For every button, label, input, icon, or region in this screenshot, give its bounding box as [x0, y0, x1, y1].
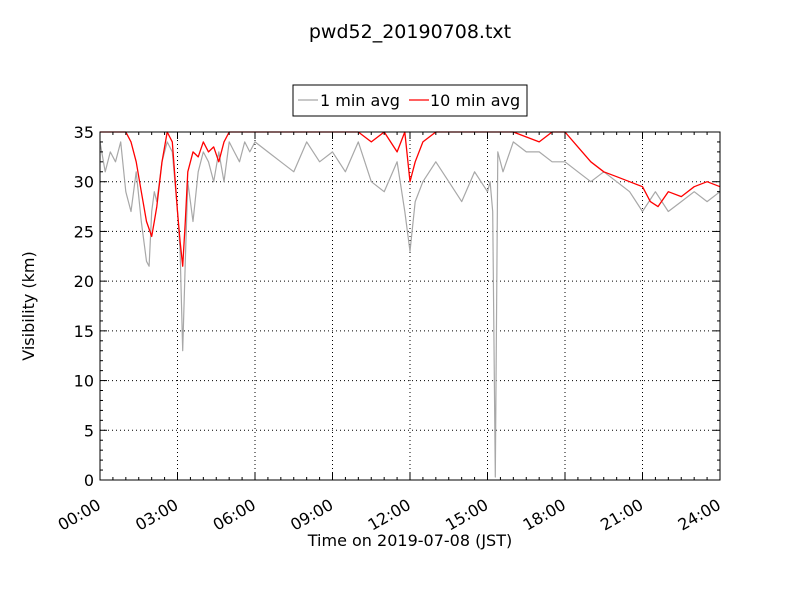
chart-title: pwd52_20190708.txt — [309, 21, 511, 43]
x-axis-label: Time on 2019-07-08 (JST) — [307, 531, 512, 550]
legend-label-1min: 1 min avg — [320, 91, 400, 110]
y-tick-label: 35 — [74, 123, 94, 142]
y-tick-label: 5 — [84, 421, 94, 440]
series-line-1min-avg — [99, 141, 721, 478]
y-tick-label: 15 — [74, 322, 94, 341]
y-tick-label: 0 — [84, 471, 94, 490]
y-tick-label: 20 — [74, 272, 94, 291]
y-tick-label: 10 — [74, 372, 94, 391]
y-axis-label: Visibility (km) — [19, 251, 38, 360]
legend-label-10min: 10 min avg — [430, 91, 520, 110]
legend: 1 min avg 10 min avg — [292, 84, 528, 117]
y-tick-label: 30 — [74, 173, 94, 192]
y-tick-label: 25 — [74, 222, 94, 241]
